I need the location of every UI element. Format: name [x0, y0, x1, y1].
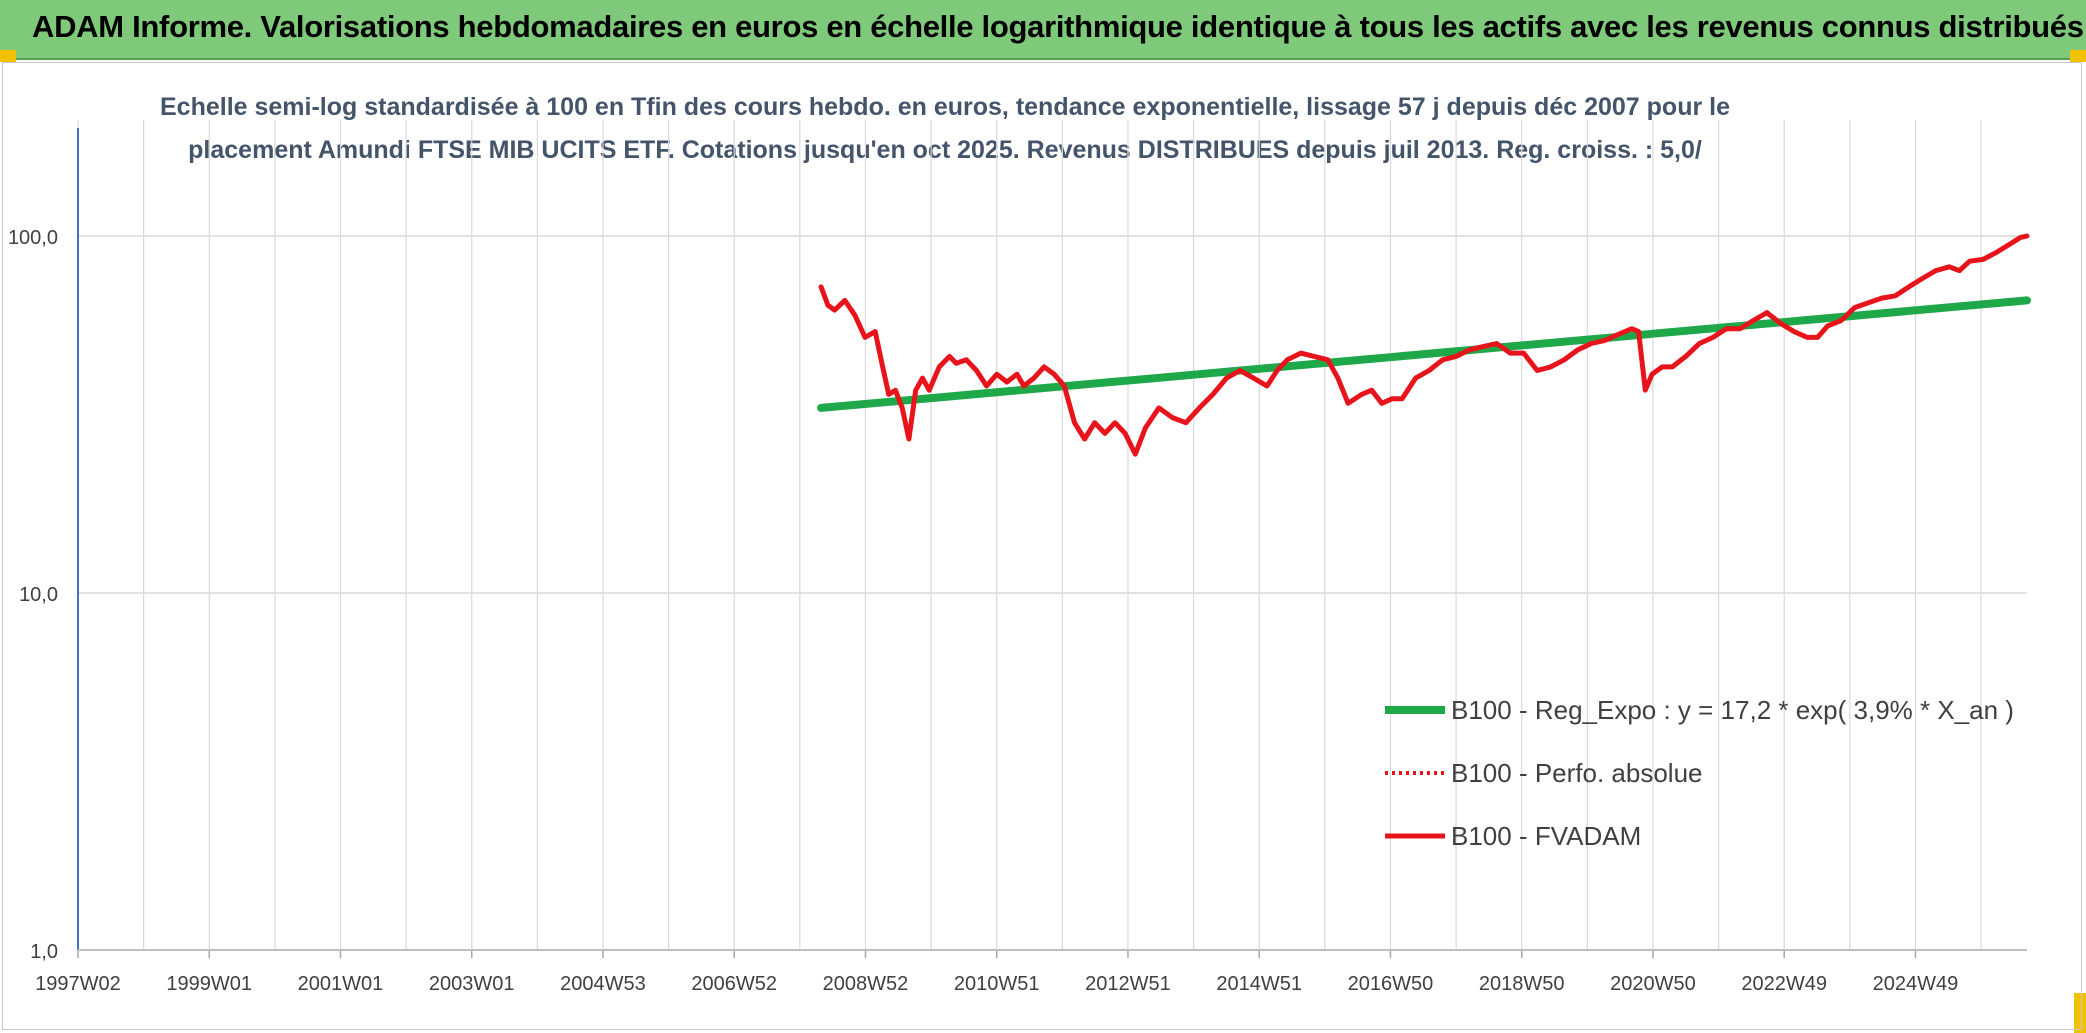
- legend-label-3: B100 - FVADAM: [1451, 821, 1641, 851]
- x-tick-label: 2020W50: [1610, 973, 1696, 995]
- corner-marker-top-left: [0, 50, 16, 62]
- report-title: ADAM Informe. Valorisations hebdomadaire…: [32, 9, 2084, 44]
- x-tick-label: 2024W49: [1873, 973, 1959, 995]
- y-tick-label: 100,0: [8, 227, 58, 249]
- series-line-3: [818, 233, 2030, 457]
- chart-title: Echelle semi-log standardisée à 100 en T…: [160, 93, 1730, 164]
- grid-lines: [77, 120, 2027, 951]
- x-tick-label: 2001W01: [298, 973, 384, 995]
- series-lines: [817, 233, 2031, 457]
- header-banner: ADAM Informe. Valorisations hebdomadaire…: [0, 0, 2086, 60]
- series-line-1: [817, 296, 2031, 412]
- axes: 1,0 10,0 100,0 1997W02 1999W01 2001W01 2003W01…: [8, 128, 2027, 995]
- x-tick-label: 2010W51: [954, 973, 1040, 995]
- corner-marker-bottom-right: [2074, 993, 2086, 1033]
- chart-frame: [2, 62, 2082, 1030]
- y-tick-label: 10,0: [19, 584, 58, 606]
- x-tick-label: 2012W51: [1085, 973, 1171, 995]
- x-tick-label: 2016W50: [1348, 973, 1434, 995]
- x-tick-label: 2014W51: [1216, 973, 1302, 995]
- legend-label-2: B100 - Perfo. absolue: [1451, 758, 1703, 788]
- x-tick-label: 1997W02: [35, 973, 121, 995]
- x-tick-label: 1999W01: [166, 973, 252, 995]
- legend: B100 - Reg_Expo : y = 17,2 * exp( 3,9% *…: [1385, 695, 2014, 851]
- x-tick-label: 2018W50: [1479, 973, 1565, 995]
- corner-marker-top-right: [2070, 50, 2086, 62]
- x-tick-label: 2022W49: [1741, 973, 1827, 995]
- x-tick-label: 2006W52: [691, 973, 777, 995]
- x-tick-label: 2008W52: [823, 973, 909, 995]
- x-tick-label: 2003W01: [429, 973, 515, 995]
- x-tick-label: 2004W53: [560, 973, 646, 995]
- y-tick-label: 1,0: [30, 941, 58, 963]
- legend-label-1: B100 - Reg_Expo : y = 17,2 * exp( 3,9% *…: [1451, 695, 2014, 725]
